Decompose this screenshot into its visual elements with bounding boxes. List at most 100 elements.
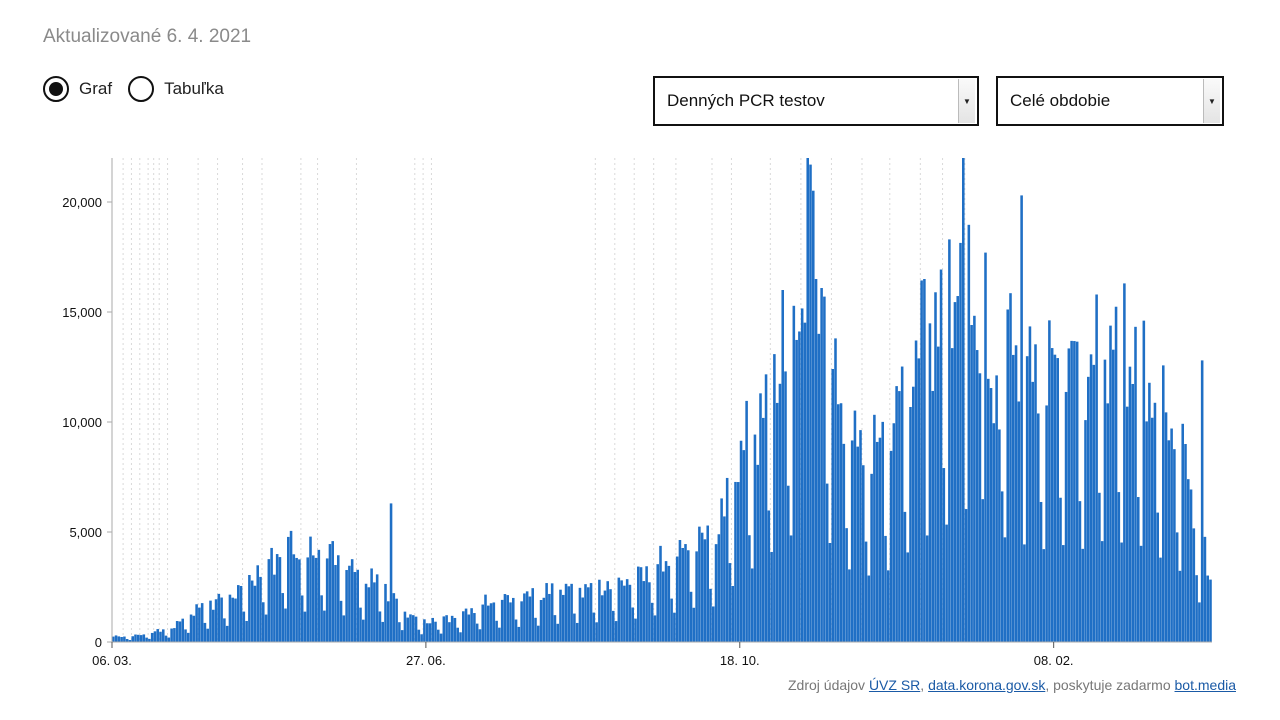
bar — [1003, 537, 1007, 642]
bar — [670, 598, 673, 642]
bar — [775, 402, 779, 642]
bar — [348, 565, 351, 642]
bar — [931, 390, 934, 642]
bar — [1203, 536, 1207, 642]
bar — [164, 635, 168, 642]
bar — [509, 602, 512, 642]
bar — [1037, 413, 1040, 642]
bar — [248, 574, 251, 642]
bar — [842, 443, 846, 642]
bar — [1170, 428, 1173, 642]
bar — [878, 437, 882, 642]
bar — [664, 561, 668, 642]
bar — [459, 632, 462, 642]
bar — [748, 535, 751, 642]
bar — [1092, 364, 1096, 642]
radio-selected-dot — [49, 82, 63, 96]
bar — [1164, 412, 1168, 642]
bar — [420, 634, 423, 642]
bar — [1078, 501, 1082, 642]
bar — [895, 386, 898, 642]
source-separator: , — [920, 677, 925, 693]
bar — [534, 617, 537, 642]
bar — [1131, 383, 1134, 642]
bar — [350, 559, 354, 642]
bar — [823, 296, 826, 642]
source-link-uvz[interactable]: ÚVZ SR — [868, 677, 921, 693]
bar — [639, 567, 643, 642]
bar — [198, 607, 201, 642]
bar — [242, 611, 246, 642]
bar — [275, 554, 279, 642]
bar — [984, 252, 987, 642]
source-link-bot-media[interactable]: bot.media — [1174, 677, 1236, 693]
bar — [848, 569, 851, 642]
radio-graf[interactable]: Graf — [43, 76, 112, 102]
bar — [442, 616, 446, 642]
bar — [770, 551, 773, 642]
bar — [1070, 340, 1073, 642]
bar — [900, 366, 904, 642]
bar — [428, 623, 432, 642]
radio-tabulka[interactable]: Tabuľka — [128, 76, 224, 102]
bar — [806, 158, 809, 642]
bar — [975, 350, 979, 642]
bar — [825, 483, 829, 642]
bar — [467, 614, 471, 642]
bar — [1006, 309, 1009, 642]
dropdown-arrow-icon[interactable]: ▼ — [958, 79, 975, 123]
bar — [267, 559, 271, 642]
bar — [356, 569, 359, 642]
bar — [125, 639, 129, 642]
pcr-tests-bar-chart: 0 5,000 10,000 15,000 20,000 06. 03. 27. 06. 1… — [62, 158, 1212, 668]
bar — [403, 611, 407, 642]
bar — [642, 581, 646, 642]
bar — [620, 580, 623, 642]
bar — [462, 611, 465, 642]
bar — [300, 595, 304, 642]
bar — [1184, 444, 1187, 642]
source-link-data-korona[interactable]: data.korona.gov.sk — [928, 677, 1046, 693]
bar — [320, 595, 323, 642]
bar — [578, 587, 582, 642]
bar — [148, 638, 151, 642]
x-tick-label: 06. 03. — [92, 653, 132, 668]
radio-graf-label[interactable]: Graf — [79, 79, 113, 98]
bar — [703, 539, 707, 642]
bar — [359, 607, 362, 642]
bar — [1028, 326, 1032, 642]
bar — [187, 632, 190, 642]
period-select[interactable]: Celé obdobie ▼ — [996, 76, 1224, 126]
bar — [139, 635, 143, 642]
radio-tabulka-label[interactable]: Tabuľka — [164, 79, 224, 98]
bar — [717, 534, 721, 642]
bar — [437, 629, 440, 642]
radio-graf-circle[interactable] — [43, 76, 69, 102]
bar — [506, 595, 509, 642]
dropdown-arrow-icon[interactable]: ▼ — [1203, 79, 1220, 123]
bar — [520, 601, 523, 642]
bar — [662, 571, 665, 642]
bar — [784, 371, 787, 642]
bar — [728, 563, 732, 642]
bar — [792, 305, 796, 642]
bar — [225, 625, 229, 642]
notable-date-lines — [122, 158, 966, 642]
bar — [445, 615, 448, 642]
bar — [375, 574, 379, 642]
bar — [117, 636, 121, 642]
radio-tabulka-circle[interactable] — [128, 76, 155, 102]
bar — [687, 550, 690, 642]
bar — [1084, 420, 1087, 642]
bar — [742, 450, 746, 642]
bar — [1167, 440, 1171, 642]
metric-select[interactable]: Denných PCR testov ▼ — [653, 76, 979, 126]
bar — [223, 618, 226, 642]
bar — [814, 279, 818, 642]
bar — [581, 597, 584, 642]
bar — [189, 614, 193, 642]
bar — [625, 579, 629, 642]
bar — [1100, 541, 1104, 642]
bar — [1114, 306, 1118, 642]
bar — [845, 528, 848, 642]
